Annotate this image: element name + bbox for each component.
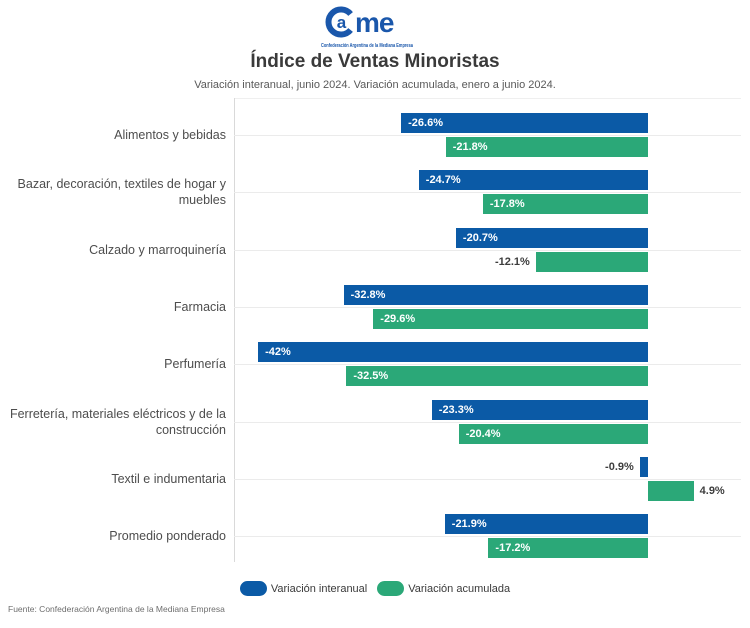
value-label: -20.7% [462, 232, 498, 244]
gridline [234, 536, 741, 537]
value-label: -21.8% [452, 141, 488, 153]
source-note: Fuente: Confederación Argentina de la Me… [8, 604, 225, 614]
legend-label-interanual: Variación interanual [270, 582, 368, 595]
legend-label-acumulada: Variación acumulada [408, 582, 511, 595]
came-logo-icon: a me Confederación Argentina de la Media… [321, 6, 413, 49]
logo-tagline: Confederación Argentina de la Mediana Em… [321, 43, 413, 49]
gridline [234, 192, 741, 193]
legend-swatch-green [377, 581, 405, 596]
logo-letter-a: a [337, 13, 347, 32]
bar-acumulada [445, 137, 649, 157]
category-label: Farmacia [173, 299, 226, 314]
category-label: Ferretería, materiales eléctricos y de l… [9, 406, 226, 437]
value-label: -32.5% [353, 370, 389, 382]
bar-acumulada [458, 424, 649, 444]
category-label: Promedio ponderado [109, 528, 226, 543]
category-label: Perfumería [164, 356, 226, 371]
category-label: Alimentos y bebidas [114, 127, 226, 142]
value-label: -29.6% [380, 313, 416, 325]
category-label: Bazar, decoración, textiles de hogar y m… [17, 176, 226, 207]
logo-c-arc [325, 6, 353, 38]
bar-interanual [455, 228, 649, 248]
logo-letters-me: me [355, 7, 394, 38]
page-subtitle: Variación interanual, junio 2024. Variac… [194, 79, 556, 91]
gridline [234, 135, 741, 136]
value-label: -26.6% [408, 117, 443, 129]
bar-interanual [401, 113, 649, 133]
y-axis-line [234, 98, 235, 562]
bar-interanual [343, 285, 649, 305]
value-label: -20.4% [465, 428, 501, 440]
legend: Variación interanual Variación acumulada [0, 581, 750, 596]
bar-acumulada [535, 252, 649, 272]
value-label: -42% [265, 346, 291, 358]
value-label: -21.9% [451, 518, 487, 530]
gridline [234, 479, 741, 480]
legend-swatch-blue [239, 581, 267, 596]
legend-item-acumulada: Variación acumulada [377, 581, 510, 596]
value-label: -17.2% [495, 542, 531, 554]
page-title: Índice de Ventas Minoristas [250, 51, 500, 72]
value-label: 4.9% [699, 485, 725, 497]
legend-item-interanual: Variación interanual [239, 581, 368, 596]
value-label: -32.8% [350, 289, 386, 301]
category-label: Textil e indumentaria [111, 471, 226, 486]
value-label: -0.9% [605, 461, 634, 473]
bar-acumulada [648, 481, 694, 501]
bar-interanual [639, 457, 649, 477]
bar-interanual [418, 170, 649, 190]
plot-top-border [234, 98, 741, 99]
bar-interanual [444, 514, 649, 534]
bar-acumulada [488, 538, 649, 558]
value-label: -17.8% [489, 198, 525, 210]
value-label: -24.7% [425, 174, 461, 186]
came-logo: a me Confederación Argentina de la Media… [317, 5, 433, 56]
bar-interanual [431, 400, 649, 420]
gridline [234, 422, 741, 423]
gridline [234, 250, 741, 251]
gridline [234, 364, 741, 365]
bar-acumulada [346, 366, 649, 386]
value-label: -12.1% [494, 256, 530, 268]
bar-acumulada [373, 309, 649, 329]
bar-interanual [258, 342, 649, 362]
bar-acumulada [482, 194, 649, 214]
gridline [234, 307, 741, 308]
category-label: Calzado y marroquinería [89, 242, 226, 257]
value-label: -23.3% [438, 404, 474, 416]
